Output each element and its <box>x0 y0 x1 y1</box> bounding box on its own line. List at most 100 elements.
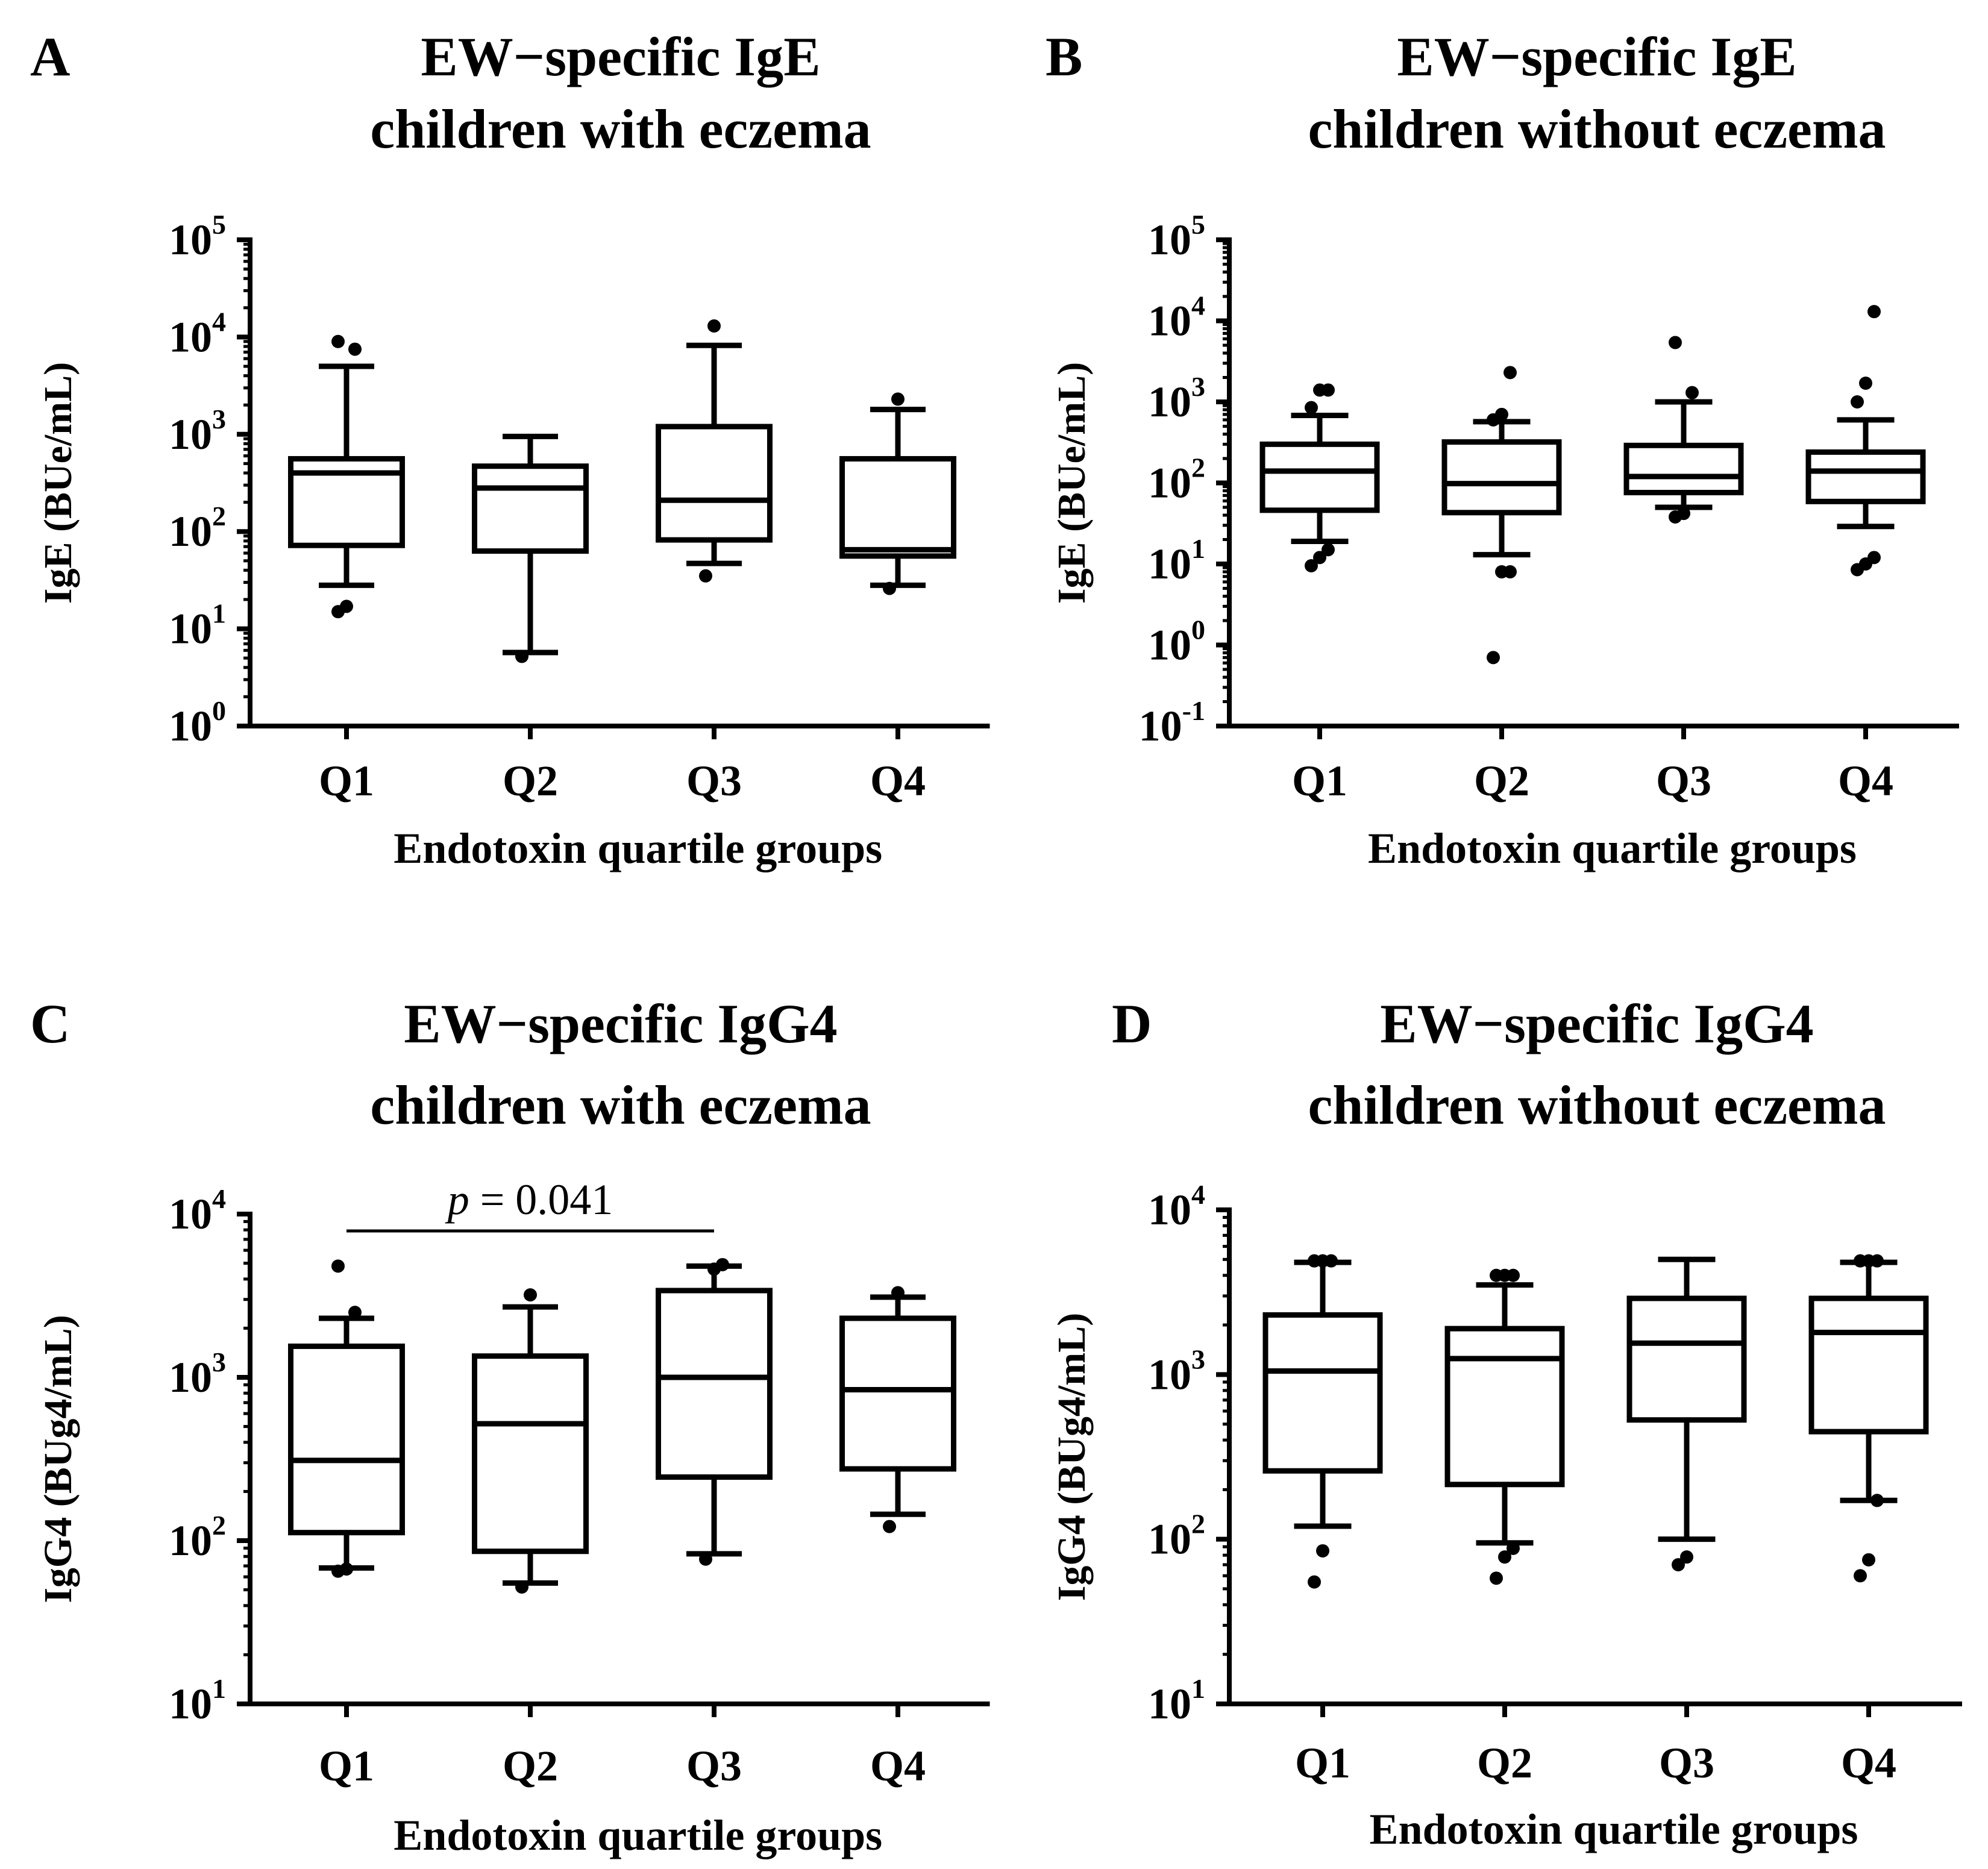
chart-title-line: children with eczema <box>370 98 871 160</box>
box-q4 <box>839 1286 956 1533</box>
iqr-box <box>1259 441 1380 513</box>
x-tick-label: Q1 <box>319 1742 374 1790</box>
y-tick-label: 103 <box>169 1347 226 1401</box>
outlier-point <box>524 1288 537 1302</box>
y-tick-label: 105 <box>1148 209 1205 264</box>
chart-title-line: EW−specific IgE <box>1397 26 1796 87</box>
y-axis-label: IgE (BUe/mL) <box>36 362 80 604</box>
box-q2 <box>1444 1268 1565 1585</box>
box-q2 <box>472 433 589 663</box>
x-tick-label: Q4 <box>870 1742 926 1790</box>
outlier-point <box>1490 1571 1503 1585</box>
box-q4 <box>839 392 956 595</box>
outlier-point <box>348 1306 362 1320</box>
outlier-point <box>1495 407 1508 421</box>
chart-title-line: children without eczema <box>1308 1074 1886 1136</box>
box-q1 <box>288 334 405 619</box>
iqr-box <box>656 1288 773 1480</box>
outlier-point <box>1308 1575 1321 1589</box>
outlier-point <box>1504 366 1517 380</box>
y-tick-label: 103 <box>1148 371 1205 426</box>
outlier-point <box>340 1562 353 1576</box>
outlier-point <box>1862 1553 1875 1567</box>
panel-d: D EW−specific IgG4 children without eczema… <box>1050 993 1962 1853</box>
outlier-point <box>1316 1544 1329 1558</box>
y-tick-label: 105 <box>169 209 226 264</box>
x-tick-label: Q4 <box>1841 1739 1896 1787</box>
outlier-point <box>515 1580 528 1594</box>
outlier-point <box>1507 1268 1520 1282</box>
y-tick-label: 101 <box>1148 533 1205 588</box>
outlier-point <box>331 1259 345 1273</box>
outlier-point <box>891 392 905 406</box>
outlier-point <box>1870 1494 1884 1507</box>
y-tick-label: 101 <box>169 1673 226 1728</box>
x-axis-label: Endotoxin quartile groups <box>394 1811 882 1859</box>
panel-letter: B <box>1046 26 1082 87</box>
iqr-box <box>1623 442 1744 496</box>
outlier-point <box>331 334 345 348</box>
outlier-point <box>1322 383 1335 397</box>
box-q2 <box>1441 366 1562 665</box>
y-tick-label: 104 <box>1148 290 1205 345</box>
x-axis-label: Endotoxin quartile groups <box>394 824 882 872</box>
x-axis-label: Endotoxin quartile groups <box>1368 824 1857 872</box>
outlier-point <box>1680 1550 1693 1564</box>
iqr-box <box>839 1315 956 1472</box>
panel-b: B EW−specific IgE children without eczema 1… <box>1046 26 1959 872</box>
outlier-point <box>883 581 896 595</box>
y-tick-label: 104 <box>169 1183 226 1238</box>
chart-title-line: EW−specific IgG4 <box>1380 993 1813 1054</box>
x-tick-label: Q1 <box>1295 1739 1350 1787</box>
outlier-point <box>1316 1254 1329 1268</box>
iqr-box <box>1805 449 1926 504</box>
outlier-point <box>1305 401 1318 415</box>
iqr-box <box>472 463 589 554</box>
iqr-box <box>1262 1312 1383 1474</box>
y-tick-label: 104 <box>169 306 226 361</box>
iqr-box <box>1626 1295 1747 1423</box>
y-tick-label: 10-1 <box>1139 695 1205 750</box>
y-tick-label: 102 <box>1148 1509 1205 1564</box>
outlier-point <box>1305 559 1318 572</box>
iqr-box <box>1808 1295 1929 1435</box>
y-axis-label: IgG4 (BUg4/mL) <box>1050 1313 1094 1601</box>
outlier-point <box>1672 1558 1685 1572</box>
y-tick-label: 102 <box>1148 452 1205 507</box>
outlier-point <box>340 600 353 613</box>
outlier-point <box>1870 1254 1884 1268</box>
outlier-point <box>515 650 528 663</box>
y-tick-label: 100 <box>169 695 226 750</box>
outlier-point <box>891 1286 905 1300</box>
outlier-point <box>1854 1569 1867 1583</box>
y-tick-label: 101 <box>169 598 226 653</box>
box-q1 <box>1259 383 1380 572</box>
outlier-point <box>1504 565 1517 579</box>
panel-a: A EW−specific IgE children with eczema 100 1… <box>30 26 990 872</box>
box-q4 <box>1808 1254 1929 1583</box>
outlier-point <box>1487 651 1500 665</box>
x-tick-label: Q1 <box>319 757 374 805</box>
box-q1 <box>1262 1254 1383 1589</box>
panel-letter: C <box>30 993 70 1054</box>
box-q3 <box>656 1257 773 1566</box>
outlier-point <box>1313 551 1326 565</box>
outlier-point <box>699 569 712 583</box>
y-tick-label: 103 <box>1148 1344 1205 1398</box>
x-tick-label: Q3 <box>1656 757 1711 805</box>
y-tick-label: 104 <box>1148 1179 1205 1234</box>
x-tick-label: Q3 <box>1659 1739 1714 1787</box>
y-axis-label: IgE (BUe/mL) <box>1050 362 1094 604</box>
outlier-point <box>1685 386 1699 399</box>
outlier-point <box>699 1552 712 1566</box>
x-tick-label: Q4 <box>1838 757 1893 805</box>
y-tick-label: 102 <box>169 1510 226 1565</box>
outlier-point <box>1507 1541 1520 1555</box>
x-tick-label: Q2 <box>1477 1739 1532 1787</box>
iqr-box <box>472 1353 589 1554</box>
x-tick-label: Q3 <box>686 757 742 805</box>
outlier-point <box>1867 551 1881 565</box>
outlier-point <box>1859 377 1872 390</box>
outlier-point <box>1322 543 1335 557</box>
box-q3 <box>1626 1256 1747 1572</box>
